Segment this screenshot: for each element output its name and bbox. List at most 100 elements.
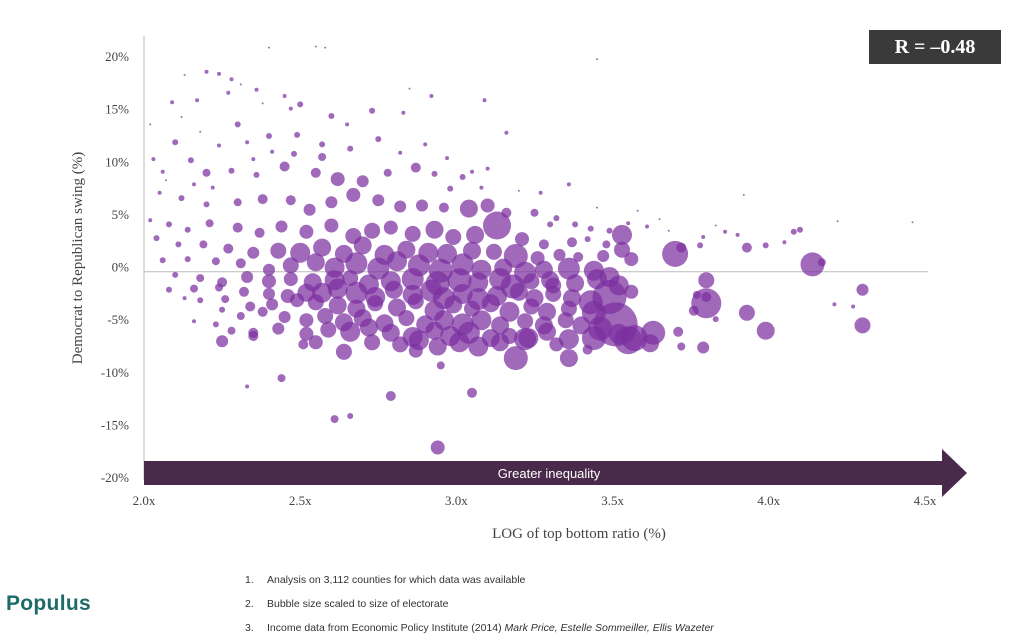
data-point	[148, 218, 153, 223]
data-point	[217, 143, 221, 148]
data-point	[369, 107, 376, 114]
data-point	[387, 251, 407, 272]
y-tick-labels: 20% 15% 10% 5% 0% -5% -10% -15% -20%	[101, 49, 129, 485]
data-point	[479, 185, 484, 190]
data-point	[234, 121, 241, 128]
data-point	[306, 253, 325, 272]
data-point	[797, 226, 803, 233]
footnote-authors: Mark Price, Estelle Sommeiller, Ellis Wa…	[504, 622, 714, 634]
data-point	[282, 257, 299, 274]
data-point	[245, 301, 256, 312]
data-point	[384, 280, 403, 299]
data-point	[153, 235, 160, 242]
data-point	[275, 220, 288, 233]
data-point	[223, 243, 234, 254]
data-point	[277, 374, 286, 383]
data-point	[205, 219, 214, 228]
data-point	[164, 179, 167, 182]
data-point	[468, 336, 489, 357]
x-tick-label: 2.5x	[289, 493, 312, 508]
data-point	[676, 242, 687, 253]
data-point	[327, 278, 348, 299]
data-point	[364, 334, 381, 351]
data-point	[227, 326, 236, 335]
y-tick-label: 15%	[105, 102, 129, 117]
data-point	[572, 221, 579, 228]
data-point	[515, 232, 529, 247]
x-tick-label: 2.0x	[133, 493, 156, 508]
data-point	[394, 200, 407, 213]
data-point	[756, 321, 775, 340]
data-point	[410, 162, 421, 173]
data-point	[203, 201, 210, 208]
data-point	[248, 331, 259, 341]
data-point	[324, 218, 339, 233]
data-point	[447, 185, 454, 192]
data-point	[582, 344, 593, 355]
data-point	[697, 341, 710, 354]
data-point	[330, 415, 339, 424]
data-point	[299, 313, 314, 328]
data-point	[229, 77, 234, 82]
data-point	[285, 195, 296, 206]
data-point	[340, 321, 361, 342]
data-point	[438, 202, 449, 213]
data-point	[290, 293, 305, 308]
data-point	[184, 226, 191, 233]
data-point	[658, 218, 661, 221]
populus-logo: Populus	[6, 592, 91, 615]
data-point	[404, 225, 421, 242]
data-point	[307, 294, 324, 311]
data-point	[272, 322, 285, 335]
data-point	[485, 166, 490, 171]
data-point	[192, 182, 196, 187]
data-point	[800, 252, 825, 277]
data-point	[559, 349, 578, 368]
data-point	[183, 73, 186, 76]
data-point	[416, 199, 428, 212]
data-point	[383, 168, 392, 177]
data-point	[517, 313, 534, 330]
data-point	[614, 241, 630, 258]
data-point	[587, 225, 594, 232]
y-tick-label: 5%	[112, 207, 130, 222]
data-point	[480, 198, 495, 213]
data-point	[523, 273, 540, 290]
data-point	[790, 228, 797, 235]
data-point	[482, 98, 487, 103]
data-point	[762, 242, 769, 249]
data-point	[832, 302, 837, 307]
data-point	[346, 187, 361, 202]
data-point	[467, 387, 477, 398]
footnote-text: Analysis on 3,112 counties for which dat…	[267, 574, 526, 586]
data-point	[408, 87, 411, 90]
data-point	[210, 185, 215, 190]
data-point	[401, 268, 424, 291]
footnote-text: Bubble size scaled to size of electorate	[267, 598, 449, 610]
y-tick-label: 20%	[105, 49, 129, 64]
data-point	[614, 326, 643, 355]
data-point	[282, 94, 287, 98]
data-point	[172, 139, 179, 146]
data-point	[170, 100, 175, 105]
footnote-number: 1.	[245, 574, 254, 586]
data-point	[314, 45, 317, 48]
data-point	[330, 172, 345, 187]
data-point	[149, 123, 152, 126]
x-tick-label: 4.0x	[757, 493, 780, 508]
data-point	[567, 237, 577, 248]
data-point	[178, 195, 185, 202]
data-point	[566, 182, 571, 187]
data-point	[698, 272, 715, 289]
arrow-bar	[144, 461, 942, 485]
data-point	[175, 241, 182, 248]
data-point	[187, 157, 194, 164]
data-point	[401, 110, 406, 115]
data-point	[221, 295, 230, 304]
data-point	[299, 326, 314, 341]
data-point	[547, 221, 554, 228]
data-point	[428, 337, 447, 356]
x-tick-labels: 2.0x 2.5x 3.0x 3.5x 4.0x 4.5x	[133, 493, 937, 508]
data-point	[854, 317, 871, 334]
data-point	[735, 232, 740, 237]
